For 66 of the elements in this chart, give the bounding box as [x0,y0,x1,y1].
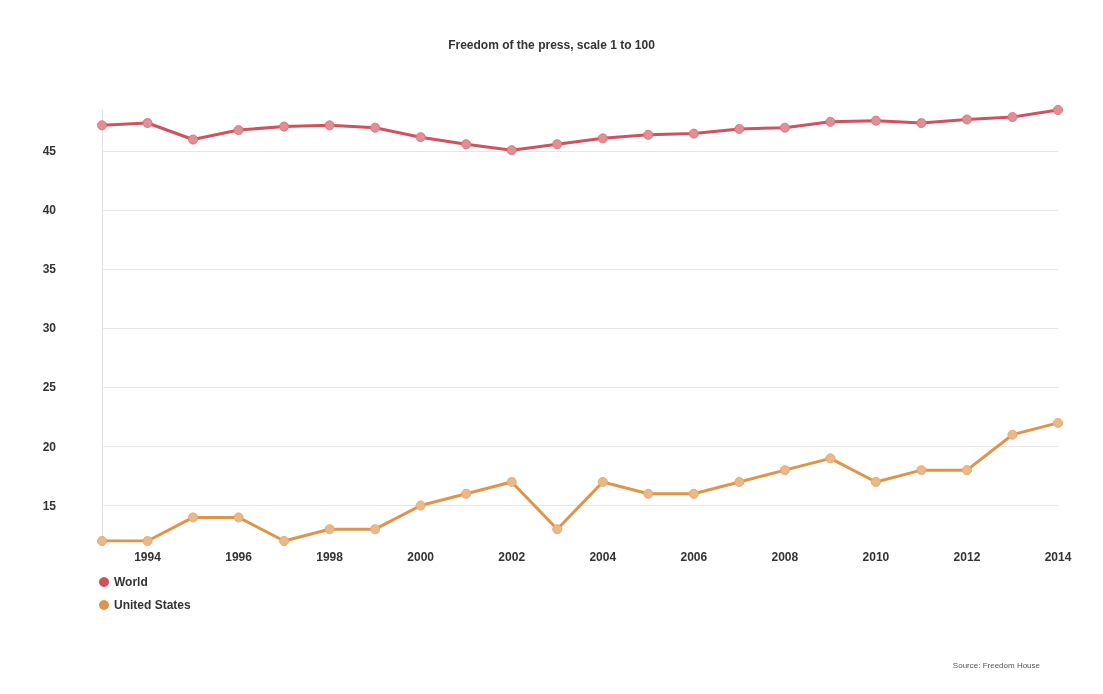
point [142,117,153,128]
point [870,115,881,126]
point [279,536,290,546]
y-tick-label: 30 [42,321,57,336]
point [461,488,472,499]
point [370,524,381,535]
point [461,139,472,150]
point [142,536,153,546]
point [961,114,972,125]
y-tick-label: 15 [42,498,57,513]
point [1007,112,1018,123]
point [688,488,699,499]
y-tick-label: 20 [42,439,57,454]
y-tick-label: 40 [42,203,57,218]
x-tick-label: 1994 [134,550,162,564]
point [415,500,426,511]
point [734,123,745,134]
point [233,125,244,136]
x-tick-label: 2010 [862,550,890,564]
point [779,465,790,476]
point [324,524,335,535]
y-tick-label: 25 [42,380,57,395]
x-tick-label: 2012 [953,550,981,564]
y-tick-label: 45 [42,144,57,159]
legend-label: United States [114,598,192,612]
point [324,120,335,131]
point [734,476,745,487]
point [552,139,563,150]
source-note: Source: Freedom House [952,660,1041,670]
legend-label: World [114,575,148,589]
x-tick-label: 2002 [498,550,526,564]
point [506,476,517,487]
point [825,453,836,464]
x-tick-label: 2004 [589,550,617,564]
point [916,117,927,128]
point [825,116,836,127]
x-tick-label: 1998 [316,550,344,564]
point [779,122,790,133]
point [597,476,608,487]
x-tick-label: 2014 [1044,550,1072,564]
point [1053,417,1063,428]
x-tick-label: 2006 [680,550,708,564]
point [279,121,290,132]
point [643,488,654,499]
point [597,133,608,144]
point [97,536,107,546]
point [961,465,972,476]
y-tick-label: 35 [42,262,57,277]
point [688,128,699,139]
point [233,512,244,523]
x-tick-label: 2008 [771,550,799,564]
chart-title: Freedom of the press, scale 1 to 100 [448,38,656,52]
point [97,120,107,131]
point [552,524,563,535]
point [506,145,517,156]
point [188,512,199,523]
point [1007,429,1018,440]
x-tick-label: 1996 [225,550,253,564]
point [643,129,654,140]
point [415,132,426,143]
point [916,465,927,476]
point [1053,105,1063,115]
x-tick-label: 2000 [407,550,435,564]
point [188,134,199,145]
point [370,122,381,133]
point [870,476,881,487]
